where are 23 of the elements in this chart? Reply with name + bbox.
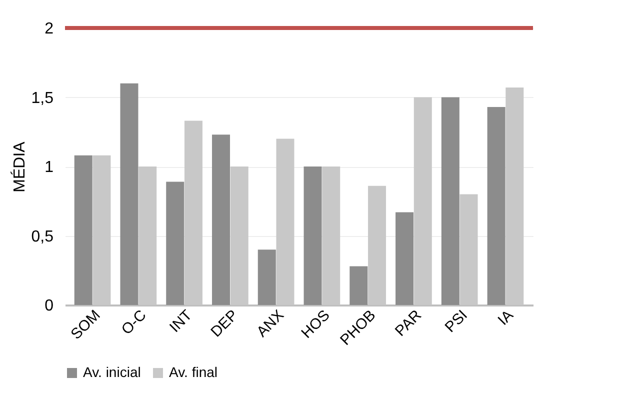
bar (304, 166, 322, 305)
y-tick-label: 1 (44, 159, 54, 176)
x-tick-label: PSI (442, 306, 471, 336)
y-axis-title: MÉDIA (10, 141, 28, 192)
y-tick-label: 1,5 (31, 90, 54, 107)
bar (212, 134, 230, 305)
bar (350, 266, 368, 305)
legend-label: Av. inicial (83, 364, 141, 380)
x-tick-label: INT (166, 306, 196, 336)
bar (120, 83, 138, 305)
y-tick-label: 2 (44, 20, 54, 38)
legend-label: Av. final (169, 364, 218, 380)
bar (396, 212, 414, 305)
bar (258, 250, 276, 305)
y-tick-label: 0 (44, 298, 54, 314)
x-tick-label: PAR (392, 306, 426, 340)
y-tick-label: 0,5 (31, 228, 54, 246)
bar (441, 97, 460, 305)
bar (166, 182, 184, 305)
x-tick-label: IA (494, 306, 517, 329)
x-tick-label: O-C (118, 306, 150, 338)
bar (74, 155, 92, 305)
bar (487, 106, 506, 305)
